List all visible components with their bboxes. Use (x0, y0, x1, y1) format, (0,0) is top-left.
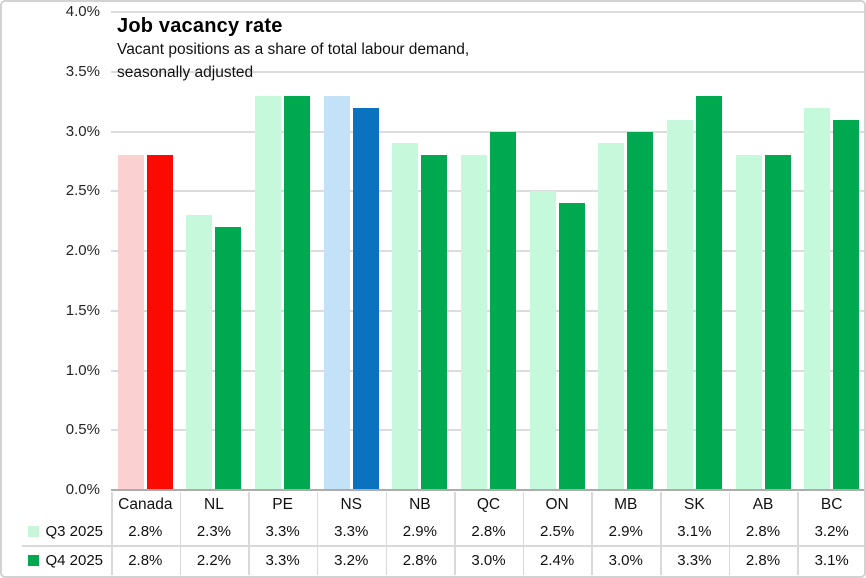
bar-sk-q4-2025[interactable] (695, 95, 722, 490)
bar-nb-q4-2025[interactable] (421, 155, 448, 490)
table-column-separator (591, 492, 593, 575)
table-column-separator (316, 492, 319, 575)
column-header-canada: Canada (118, 496, 173, 513)
table-column-separator (248, 492, 250, 575)
legend-row-label-q4-2025: Q4 2025 (0, 548, 103, 574)
column-header-qc: QC (476, 496, 501, 513)
chart-header: Job vacancy rate Vacant positions as a s… (117, 13, 469, 84)
table-value-q4-2025-canada: 2.8% (128, 552, 163, 569)
bar-nl-q3-2025[interactable] (186, 215, 213, 490)
table-column-separator (179, 492, 182, 575)
y-axis-label: 3.0% (65, 122, 100, 140)
table-value-q4-2025-nb: 2.8% (402, 552, 437, 569)
chart-subtitle-line2: seasonally adjusted (117, 63, 254, 81)
table-value-q3-2025-bc: 3.2% (814, 523, 849, 540)
column-header-bc: BC (820, 496, 843, 513)
bar-ns-q4-2025[interactable] (352, 107, 379, 490)
table-value-q3-2025-on: 2.5% (540, 523, 575, 540)
chart-subtitle-line1: Vacant positions as a share of total lab… (117, 41, 470, 58)
legend-swatch-q3-2025 (28, 526, 40, 537)
gridline (111, 11, 866, 13)
bar-ns-q3-2025[interactable] (323, 95, 350, 490)
legend-row-label-q3-2025: Q3 2025 (0, 519, 103, 545)
bar-canada-q3-2025[interactable] (117, 155, 144, 490)
chart-title: Job vacancy rate (117, 15, 283, 37)
y-axis-label: 2.0% (65, 242, 100, 259)
legend-label-q3-2025: Q3 2025 (45, 523, 103, 540)
x-axis-line (111, 489, 866, 491)
column-header-nl: NL (204, 496, 224, 513)
column-header-nb: NB (409, 496, 431, 513)
bar-pe-q4-2025[interactable] (284, 95, 311, 490)
table-column-separator (797, 492, 799, 575)
column-header-ns: NS (340, 496, 362, 513)
bar-on-q4-2025[interactable] (558, 203, 585, 490)
y-axis-label: 0.0% (65, 481, 100, 498)
column-header-sk: SK (684, 496, 705, 513)
bar-nb-q3-2025[interactable] (392, 143, 419, 490)
table-column-separator (385, 492, 388, 575)
column-header-mb: MB (614, 496, 638, 513)
table-column-separator (728, 492, 731, 575)
table-value-q3-2025-ns: 3.3% (334, 523, 369, 540)
table-value-q3-2025-mb: 2.9% (608, 523, 643, 540)
bar-canada-q4-2025[interactable] (146, 155, 173, 490)
table-column-separator (522, 492, 525, 575)
bar-ab-q4-2025[interactable] (764, 155, 791, 490)
gridline (111, 130, 866, 133)
table-value-q3-2025-canada: 2.8% (128, 523, 163, 540)
bar-mb-q3-2025[interactable] (598, 143, 625, 490)
gridline (111, 429, 866, 432)
y-axis-label: 1.5% (65, 301, 100, 319)
legend-swatch-q4-2025 (28, 555, 40, 566)
table-value-q4-2025-mb: 3.0% (608, 552, 643, 569)
legend-label-q4-2025: Q4 2025 (45, 552, 103, 569)
table-value-q4-2025-nl: 2.2% (196, 552, 232, 569)
bar-bc-q3-2025[interactable] (804, 107, 831, 490)
gridline (111, 369, 866, 372)
table-column-separator (660, 492, 662, 575)
table-value-q3-2025-pe: 3.3% (265, 523, 300, 540)
y-axis-label: 2.5% (65, 182, 100, 200)
table-value-q3-2025-ab: 2.8% (745, 523, 781, 540)
bar-on-q3-2025[interactable] (529, 191, 556, 490)
table-value-q4-2025-on: 2.4% (540, 552, 575, 569)
plot-area (111, 0, 866, 490)
column-header-ab: AB (752, 496, 774, 513)
bar-sk-q3-2025[interactable] (666, 119, 693, 490)
table-column-separator (454, 492, 456, 575)
table-value-q3-2025-nl: 2.3% (196, 523, 232, 540)
bar-nl-q4-2025[interactable] (215, 227, 242, 490)
table-value-q4-2025-bc: 3.1% (814, 552, 849, 569)
column-header-pe: PE (272, 496, 293, 513)
bar-bc-q4-2025[interactable] (833, 119, 860, 490)
gridline (111, 309, 866, 312)
bar-pe-q3-2025[interactable] (255, 95, 282, 490)
table-value-q4-2025-sk: 3.3% (677, 552, 712, 569)
table-value-q3-2025-sk: 3.1% (677, 523, 712, 540)
y-axis-label: 3.5% (65, 62, 100, 80)
table-value-q3-2025-qc: 2.8% (471, 523, 506, 540)
y-axis-label: 0.5% (65, 421, 100, 439)
table-column-separator (111, 492, 113, 575)
y-axis-label: 4.0% (65, 3, 100, 20)
table-value-q4-2025-pe: 3.3% (265, 552, 300, 569)
column-header-on: ON (545, 496, 569, 513)
table-value-q3-2025-nb: 2.9% (402, 523, 437, 540)
bar-qc-q3-2025[interactable] (461, 155, 487, 490)
table-value-q4-2025-qc: 3.0% (471, 552, 506, 569)
table-value-q4-2025-ns: 3.2% (334, 552, 369, 569)
bar-mb-q4-2025[interactable] (627, 131, 654, 490)
gridline (111, 250, 866, 252)
gridline (111, 70, 866, 73)
gridline (111, 190, 866, 193)
table-row-separator (22, 545, 864, 547)
bar-ab-q3-2025[interactable] (735, 155, 762, 490)
bar-qc-q4-2025[interactable] (490, 131, 516, 490)
y-axis-label: 1.0% (65, 361, 100, 379)
table-value-q4-2025-ab: 2.8% (745, 552, 781, 569)
